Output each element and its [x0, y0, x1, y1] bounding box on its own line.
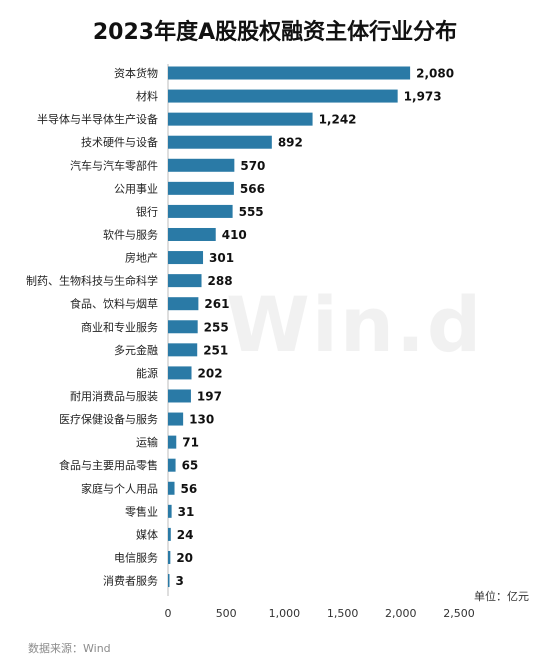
data-label: 566	[240, 182, 265, 196]
bar	[168, 527, 171, 541]
category-label: 运输	[136, 435, 158, 449]
category-label: 消费者服务	[103, 574, 158, 588]
x-tick-label: 1,500	[327, 607, 359, 620]
bar	[168, 320, 198, 334]
bar	[168, 274, 202, 288]
data-label: 3	[176, 574, 184, 588]
data-label: 130	[189, 413, 214, 427]
category-label: 商业和专业服务	[81, 320, 158, 334]
source-note: 数据来源：Wind	[28, 642, 111, 655]
bar	[168, 574, 170, 588]
bar	[168, 343, 198, 357]
data-label: 261	[204, 297, 229, 311]
bar	[168, 481, 175, 495]
bar	[168, 412, 184, 426]
bar	[168, 458, 176, 472]
x-tick-label: 2,500	[443, 607, 475, 620]
category-label: 家庭与个人用品	[81, 481, 158, 495]
x-tick-label: 1,000	[269, 607, 301, 620]
bar	[168, 112, 313, 126]
bar	[168, 550, 171, 564]
data-label: 24	[177, 528, 194, 542]
category-label: 食品与主要用品零售	[59, 458, 158, 472]
category-label: 公用事业	[114, 182, 158, 195]
bar	[168, 204, 233, 218]
unit-label: 单位：亿元	[474, 590, 529, 603]
category-label: 材料	[136, 89, 158, 103]
category-label: 电信服务	[114, 551, 158, 564]
data-label: 570	[240, 159, 265, 173]
bar	[168, 251, 204, 265]
data-label: 71	[182, 436, 199, 450]
data-label: 202	[198, 366, 223, 380]
data-label: 20	[176, 551, 193, 565]
category-label: 耐用消费品与服装	[70, 389, 158, 403]
category-label: 医疗保健设备与服务	[59, 412, 158, 426]
x-tick-label: 2,000	[385, 607, 417, 620]
data-label: 65	[182, 459, 199, 473]
data-label: 1,973	[404, 90, 442, 104]
category-label: 技术硬件与设备	[81, 135, 158, 149]
data-label: 255	[204, 320, 229, 334]
data-label: 56	[181, 482, 198, 496]
bar	[168, 227, 216, 241]
category-label: 资本货物	[114, 66, 158, 80]
data-label: 2,080	[416, 67, 454, 81]
category-label: 零售业	[125, 504, 158, 518]
category-label: 多元金融	[114, 343, 158, 357]
category-label: 制药、生物科技与生命科学	[26, 274, 158, 288]
bar	[168, 435, 177, 449]
category-label: 半导体与半导体生产设备	[37, 112, 158, 126]
category-label: 能源	[136, 366, 158, 380]
category-label: 银行	[136, 204, 158, 218]
bar	[168, 297, 199, 311]
bar	[168, 504, 172, 518]
bar	[168, 89, 398, 103]
x-tick-label: 0	[165, 607, 172, 620]
data-label: 197	[197, 389, 222, 403]
data-label: 1,242	[319, 113, 357, 127]
bar	[168, 135, 272, 149]
data-label: 31	[178, 505, 195, 519]
data-label: 410	[222, 228, 247, 242]
bar	[168, 389, 191, 403]
data-label: 555	[239, 205, 264, 219]
data-label: 892	[278, 136, 303, 150]
watermark: Win.d	[226, 280, 484, 369]
category-label: 软件与服务	[103, 227, 158, 241]
data-label: 301	[209, 251, 234, 265]
bar	[168, 181, 234, 195]
category-label: 媒体	[136, 527, 158, 541]
chart-title: 2023年度A股股权融资主体行业分布	[92, 20, 458, 45]
data-label: 251	[203, 343, 228, 357]
category-label: 食品、饮料与烟草	[70, 297, 158, 311]
data-label: 288	[208, 274, 233, 288]
bar	[168, 366, 192, 380]
bar	[168, 66, 411, 80]
category-label: 房地产	[125, 251, 158, 265]
x-tick-label: 500	[216, 607, 237, 620]
category-label: 汽车与汽车零部件	[70, 158, 158, 172]
bar	[168, 158, 235, 172]
